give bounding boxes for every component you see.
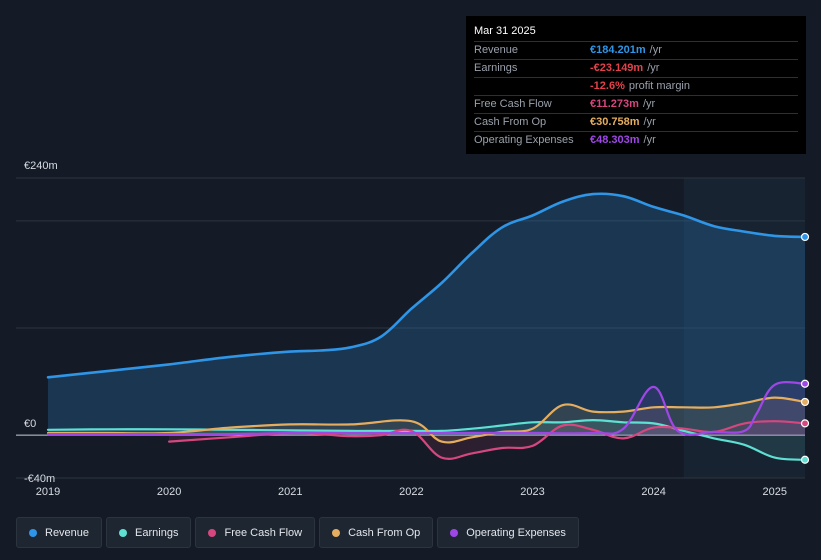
tooltip-date: Mar 31 2025 bbox=[474, 25, 536, 37]
tooltip-value: €30.758m bbox=[590, 116, 640, 128]
legend-item[interactable]: Revenue bbox=[16, 517, 103, 548]
legend: Revenue Earnings Free Cash Flow Cash From O… bbox=[16, 517, 579, 548]
tooltip-unit: /yr bbox=[643, 134, 656, 146]
tooltip-value: €48.303m bbox=[590, 134, 640, 146]
x-tick-label: 2021 bbox=[278, 486, 302, 498]
series-line-operating-expenses bbox=[46, 381, 807, 436]
x-tick-label: 2024 bbox=[641, 486, 665, 498]
legend-item[interactable]: Free Cash Flow bbox=[195, 517, 316, 548]
x-tick-label: 2023 bbox=[520, 486, 544, 498]
y-tick-label: €240m bbox=[24, 160, 58, 172]
tooltip-value: €11.273m bbox=[590, 98, 639, 110]
tooltip-unit: profit margin bbox=[628, 80, 690, 92]
tooltip-value: -€23.149m bbox=[590, 62, 644, 74]
legend-item[interactable]: Cash From Op bbox=[319, 517, 434, 548]
tooltip-value: €184.201m bbox=[590, 44, 646, 56]
tooltip-row: Cash From Op €30.758m/yr bbox=[474, 113, 798, 131]
tooltip-row: Revenue €184.201m/yr bbox=[474, 41, 798, 59]
legend-label: Free Cash Flow bbox=[224, 526, 303, 539]
y-tick-label: -€40m bbox=[24, 473, 55, 485]
legend-dot-icon bbox=[450, 528, 459, 537]
legend-dot-icon bbox=[332, 528, 341, 537]
x-tick-label: 2025 bbox=[762, 486, 786, 498]
legend-item[interactable]: Operating Expenses bbox=[437, 517, 579, 548]
tooltip-label: Cash From Op bbox=[474, 116, 547, 128]
x-tick-label: 2019 bbox=[36, 486, 60, 498]
tooltip-row: Free Cash Flow €11.273m/yr bbox=[474, 95, 798, 113]
tooltip-label: Operating Expenses bbox=[474, 134, 574, 146]
series-area-revenue bbox=[48, 193, 805, 436]
series-area-operating-expenses bbox=[48, 382, 805, 436]
legend-dot-icon bbox=[119, 528, 128, 537]
series-end-point-free-cash-flow bbox=[800, 419, 810, 428]
y-tick-label: €0 bbox=[24, 418, 36, 430]
tooltip-unit: /yr bbox=[647, 62, 660, 74]
tooltip-label: Earnings bbox=[474, 62, 518, 74]
series-line-cash-from-op bbox=[46, 396, 807, 444]
series-line-revenue bbox=[46, 192, 807, 379]
tooltip-row: Earnings -€23.149m/yr bbox=[474, 59, 798, 77]
legend-dot-icon bbox=[29, 528, 37, 537]
series-end-point-revenue bbox=[800, 232, 810, 242]
tooltip-row: -12.6% profit margin bbox=[474, 77, 798, 95]
tooltip-label bbox=[474, 78, 590, 95]
legend-label: Operating Expenses bbox=[466, 526, 566, 539]
tooltip-panel: Mar 31 2025 Revenue €184.201m/yr Earnings -… bbox=[466, 16, 806, 154]
x-tick-label: 2022 bbox=[399, 486, 423, 498]
legend-dot-icon bbox=[208, 528, 217, 537]
tooltip-value: -12.6% bbox=[590, 80, 625, 92]
tooltip-unit: /yr bbox=[643, 116, 656, 128]
tooltip-unit: /yr bbox=[642, 98, 656, 110]
series-line-earnings bbox=[46, 419, 807, 461]
tooltip-row: Operating Expenses €48.303m/yr bbox=[474, 131, 798, 149]
legend-label: Revenue bbox=[45, 526, 90, 539]
series-end-point-cash-from-op bbox=[800, 397, 810, 407]
tooltip-label: Revenue bbox=[474, 44, 519, 56]
tooltip-unit: /yr bbox=[649, 44, 662, 56]
legend-label: Earnings bbox=[135, 526, 179, 539]
series-end-point-operating-expenses bbox=[800, 379, 810, 388]
series-area-cash-from-op bbox=[48, 397, 805, 443]
x-tick-label: 2020 bbox=[157, 486, 181, 498]
series-end-point-earnings bbox=[800, 455, 810, 464]
tooltip-label: Free Cash Flow bbox=[474, 98, 552, 110]
legend-item[interactable]: Earnings bbox=[106, 517, 192, 548]
legend-label: Cash From Op bbox=[348, 526, 421, 539]
